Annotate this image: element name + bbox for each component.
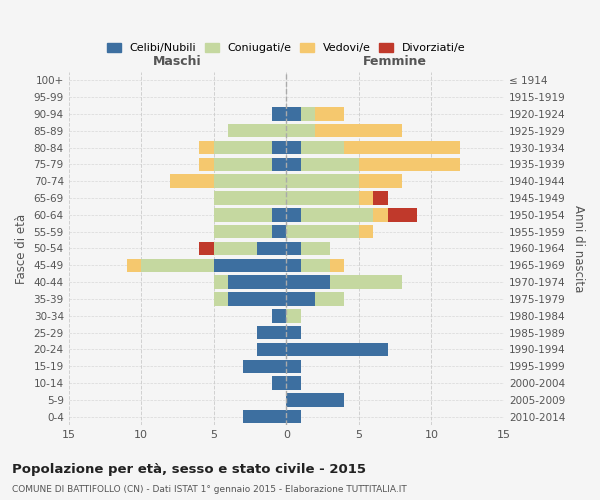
Bar xyxy=(257,342,286,356)
Bar xyxy=(257,242,286,255)
Bar xyxy=(316,292,344,306)
Bar xyxy=(330,258,344,272)
Bar xyxy=(359,192,373,204)
Bar xyxy=(127,258,141,272)
Bar xyxy=(228,292,286,306)
Bar xyxy=(286,124,316,138)
Bar xyxy=(330,276,403,289)
Y-axis label: Fasce di età: Fasce di età xyxy=(15,214,28,284)
Bar xyxy=(272,158,286,171)
Bar xyxy=(301,141,344,154)
Bar xyxy=(286,410,301,424)
Bar xyxy=(286,107,301,120)
Bar xyxy=(286,360,301,373)
Bar xyxy=(286,276,330,289)
Bar xyxy=(199,158,214,171)
Bar xyxy=(214,141,272,154)
Bar xyxy=(214,276,228,289)
Bar xyxy=(228,124,286,138)
Text: Maschi: Maschi xyxy=(153,56,202,68)
Text: Popolazione per età, sesso e stato civile - 2015: Popolazione per età, sesso e stato civil… xyxy=(12,462,366,475)
Bar xyxy=(373,208,388,222)
Bar xyxy=(286,225,359,238)
Text: COMUNE DI BATTIFOLLO (CN) - Dati ISTAT 1° gennaio 2015 - Elaborazione TUTTITALIA: COMUNE DI BATTIFOLLO (CN) - Dati ISTAT 1… xyxy=(12,485,407,494)
Bar xyxy=(170,174,214,188)
Bar xyxy=(344,141,460,154)
Bar xyxy=(388,208,417,222)
Bar xyxy=(199,141,214,154)
Bar xyxy=(214,225,272,238)
Bar xyxy=(272,309,286,322)
Text: Femmine: Femmine xyxy=(363,56,427,68)
Bar xyxy=(286,258,301,272)
Bar xyxy=(359,225,373,238)
Bar xyxy=(286,174,359,188)
Bar xyxy=(199,242,214,255)
Bar xyxy=(301,158,359,171)
Bar xyxy=(286,141,301,154)
Bar xyxy=(286,393,344,406)
Bar xyxy=(272,225,286,238)
Bar xyxy=(257,326,286,340)
Bar xyxy=(228,276,286,289)
Bar xyxy=(214,292,228,306)
Bar xyxy=(301,208,373,222)
Bar xyxy=(301,107,316,120)
Bar xyxy=(272,141,286,154)
Bar xyxy=(272,376,286,390)
Bar xyxy=(214,192,286,204)
Bar xyxy=(272,107,286,120)
Bar xyxy=(286,192,359,204)
Bar xyxy=(359,158,460,171)
Bar xyxy=(286,292,316,306)
Bar xyxy=(359,174,403,188)
Bar xyxy=(286,326,301,340)
Legend: Celibi/Nubili, Coniugati/e, Vedovi/e, Divorziati/e: Celibi/Nubili, Coniugati/e, Vedovi/e, Di… xyxy=(103,38,470,58)
Bar xyxy=(316,124,403,138)
Bar xyxy=(214,208,272,222)
Bar xyxy=(373,192,388,204)
Bar xyxy=(272,208,286,222)
Bar xyxy=(286,208,301,222)
Bar xyxy=(286,376,301,390)
Bar xyxy=(301,242,330,255)
Bar xyxy=(301,258,330,272)
Bar xyxy=(214,158,272,171)
Bar xyxy=(316,107,344,120)
Y-axis label: Anni di nascita: Anni di nascita xyxy=(572,205,585,292)
Bar xyxy=(286,242,301,255)
Bar xyxy=(286,309,301,322)
Bar xyxy=(243,410,286,424)
Bar xyxy=(286,158,301,171)
Bar xyxy=(214,258,286,272)
Bar xyxy=(286,342,388,356)
Bar xyxy=(141,258,214,272)
Bar xyxy=(214,242,257,255)
Bar xyxy=(243,360,286,373)
Bar xyxy=(214,174,286,188)
